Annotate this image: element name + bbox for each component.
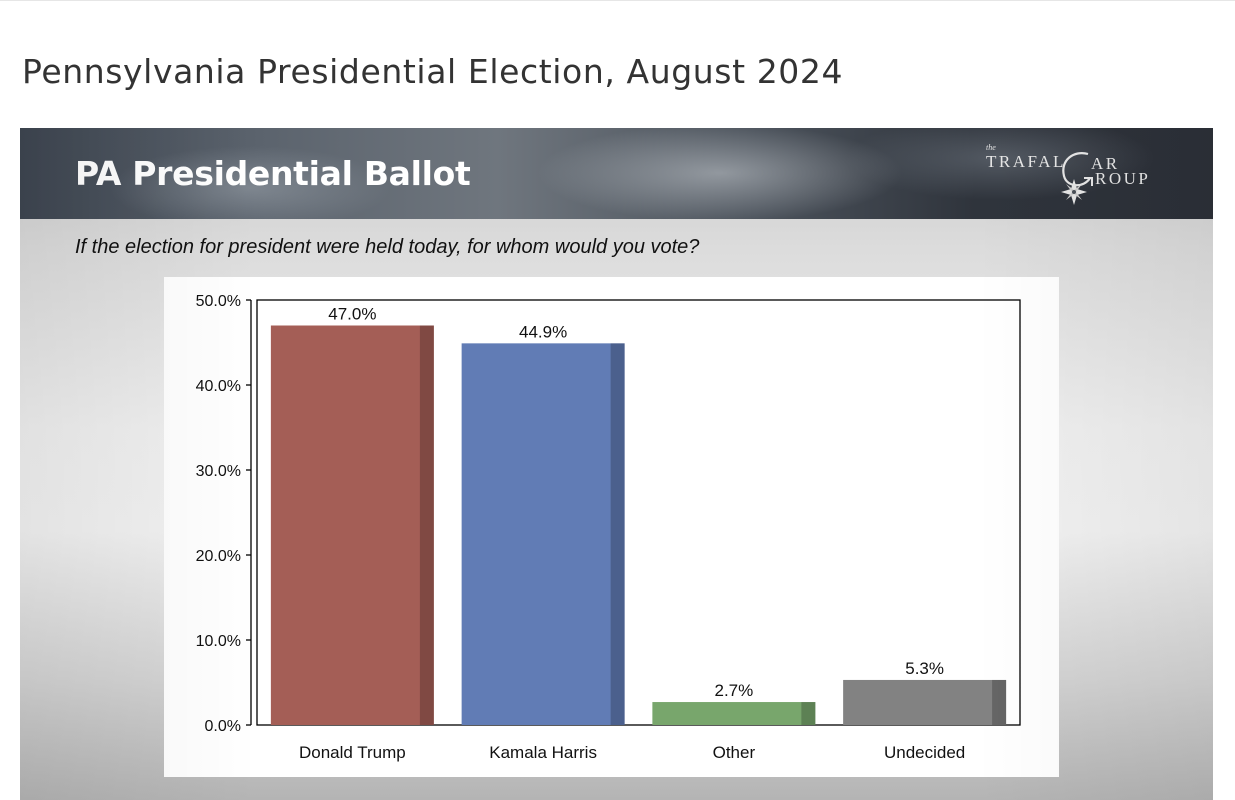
- x-axis: Donald Trump Kamala Harris Other Undecided: [299, 743, 965, 762]
- logo-text-roup: ROUP: [1095, 169, 1151, 188]
- bars-group: [270, 325, 1007, 725]
- x-tick-label: Donald Trump: [299, 743, 406, 762]
- x-tick-label: Other: [713, 743, 756, 762]
- y-tick-label: 30.0%: [196, 463, 241, 480]
- y-tick-label: 40.0%: [196, 378, 241, 395]
- slide-banner: PA Presidential Ballot the TRAFAL AR ROU…: [20, 128, 1213, 219]
- top-divider: [0, 0, 1235, 1]
- y-tick-label: 0.0%: [205, 718, 241, 735]
- value-label: 44.9%: [519, 322, 567, 341]
- banner-title: PA Presidential Ballot: [75, 154, 471, 193]
- bar-side-shade: [610, 343, 625, 725]
- bar-face: [652, 702, 816, 725]
- poll-slide: PA Presidential Ballot the TRAFAL AR ROU…: [20, 128, 1213, 800]
- bar-face: [461, 343, 625, 725]
- bar-donald-trump: [270, 325, 434, 725]
- chart-panel: 0.0% 10.0% 20.0% 30.0% 40.0% 50.0% 47.0% 44.9%…: [164, 277, 1059, 777]
- poll-question: If the election for president were held …: [75, 236, 700, 258]
- bar-kamala-harris: [461, 343, 625, 725]
- logo-text-ar: AR: [1091, 154, 1120, 173]
- bar-side-shade: [801, 702, 816, 725]
- value-label: 5.3%: [905, 659, 944, 678]
- bar-face: [270, 325, 434, 725]
- y-axis: 0.0% 10.0% 20.0% 30.0% 40.0% 50.0%: [196, 293, 252, 735]
- value-labels-group: 47.0% 44.9% 2.7% 5.3%: [328, 305, 944, 701]
- logo-text-trafal: TRAFAL: [986, 152, 1066, 171]
- x-tick-label: Undecided: [884, 743, 965, 762]
- trafalgar-group-logo: the TRAFAL AR ROUP: [982, 142, 1162, 212]
- bar-side-shade: [992, 679, 1007, 725]
- compass-rose-icon: [1061, 152, 1093, 205]
- bar-side-shade: [419, 325, 434, 725]
- y-tick-label: 20.0%: [196, 548, 241, 565]
- page-title: Pennsylvania Presidential Election, Augu…: [22, 52, 844, 91]
- bar-chart: 0.0% 10.0% 20.0% 30.0% 40.0% 50.0% 47.0% 44.9%…: [196, 293, 1021, 762]
- value-label: 47.0%: [328, 305, 376, 324]
- bar-other: [652, 702, 816, 725]
- y-tick-label: 50.0%: [196, 293, 241, 310]
- bar-face: [843, 679, 1007, 725]
- logo-text-the: the: [986, 143, 996, 152]
- x-tick-label: Kamala Harris: [489, 743, 597, 762]
- bar-undecided: [843, 679, 1007, 725]
- plot-frame: [256, 299, 1021, 726]
- value-label: 2.7%: [715, 681, 754, 700]
- y-tick-label: 10.0%: [196, 633, 241, 650]
